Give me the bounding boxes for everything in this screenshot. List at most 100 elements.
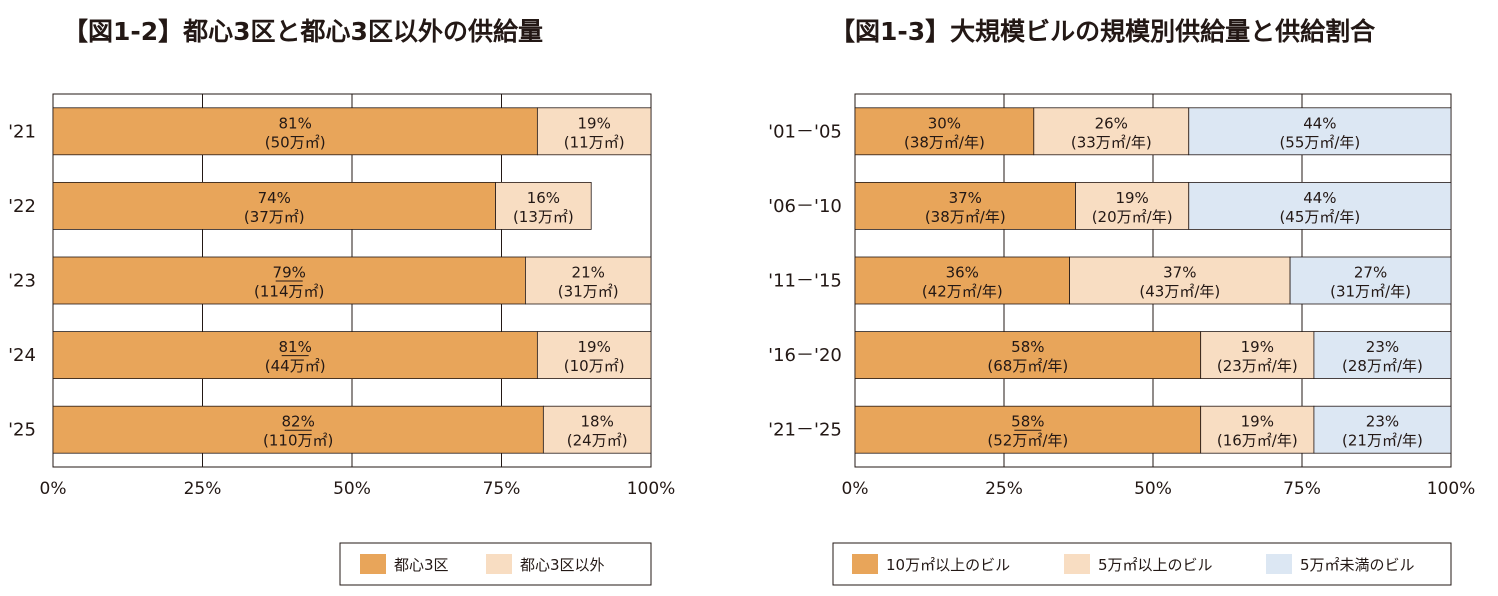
data-sublabel: (37万㎡) [244, 208, 305, 226]
data-label: 79% [273, 264, 306, 282]
data-sublabel: (55万㎡/年) [1279, 133, 1360, 151]
chart-1-plot: '21 81%(50万㎡)19%(11万㎡)'22 74%(37万㎡)16%(13万… [8, 93, 676, 586]
bar-segment [542, 405, 652, 454]
bar-segment [854, 107, 1035, 156]
data-sublabel: (50万㎡) [265, 133, 326, 151]
category-label: '06－'10 [768, 196, 842, 217]
bar-segment [536, 331, 652, 380]
x-tick-label: 100% [1427, 479, 1476, 499]
bar-segment [1188, 107, 1452, 156]
x-tick-label: 0% [842, 479, 869, 499]
data-label: 18% [581, 413, 614, 431]
data-sublabel: (43万㎡/年) [1139, 283, 1220, 301]
chart-1-title: 【図1-2】都心3区と都心3区以外の供給量 [63, 17, 543, 46]
data-sublabel: (68万㎡/年) [987, 357, 1068, 375]
data-label: 23% [1366, 413, 1399, 431]
legend-label: 都心3区以外 [520, 556, 605, 574]
legend-frame [832, 542, 1452, 586]
data-label: 37% [1163, 264, 1196, 282]
bar-segment [854, 181, 1076, 230]
bar-segment [1200, 331, 1315, 380]
data-label: 82% [282, 413, 315, 431]
data-label: 37% [949, 189, 982, 207]
bar-segment [1069, 256, 1291, 305]
data-sublabel: (42万㎡/年) [922, 283, 1003, 301]
data-sublabel: (45万㎡/年) [1279, 208, 1360, 226]
x-tick-label: 50% [333, 479, 371, 499]
x-tick-label: 100% [627, 479, 676, 499]
data-label: 19% [1115, 189, 1148, 207]
data-label: 19% [578, 114, 611, 132]
data-sublabel: (38万㎡/年) [904, 133, 985, 151]
bar-segment [1075, 181, 1190, 230]
data-sublabel: (52万㎡/年) [987, 432, 1068, 450]
legend-swatch [486, 554, 512, 574]
data-label: 23% [1366, 338, 1399, 356]
legend-swatch [1266, 554, 1292, 574]
data-label: 16% [527, 189, 560, 207]
category-label: '22 [8, 196, 36, 217]
data-sublabel: (31万㎡) [558, 283, 619, 301]
chart-2-title: 【図1-3】大規模ビルの規模別供給量と供給割合 [830, 17, 1376, 46]
legend-label: 10万㎡以上のビル [886, 556, 1010, 574]
data-sublabel: (38万㎡/年) [925, 208, 1006, 226]
data-label: 81% [279, 114, 312, 132]
data-sublabel: (23万㎡/年) [1217, 357, 1298, 375]
data-label: 21% [572, 264, 605, 282]
data-label: 36% [946, 264, 979, 282]
data-sublabel: (110万㎡) [263, 432, 333, 450]
bar-segment [52, 107, 538, 156]
legend-label: 5万㎡以上のビル [1098, 556, 1213, 574]
bar-segment [1313, 405, 1452, 454]
category-label: '11－'15 [768, 271, 842, 292]
bar-segment [854, 331, 1202, 380]
bar-segment [1289, 256, 1452, 305]
legend-label: 都心3区 [394, 556, 449, 574]
data-label: 44% [1303, 189, 1336, 207]
bar-segment [1313, 331, 1452, 380]
category-label: '25 [8, 420, 36, 441]
data-sublabel: (114万㎡) [254, 283, 324, 301]
data-sublabel: (10万㎡) [564, 357, 625, 375]
bar-segment [495, 181, 592, 230]
category-label: '24 [8, 345, 36, 366]
bar-segment [1188, 181, 1452, 230]
data-sublabel: (11万㎡) [564, 133, 625, 151]
bar-segment [1033, 107, 1190, 156]
legend-label: 5万㎡未満のビル [1300, 556, 1415, 574]
data-sublabel: (28万㎡/年) [1342, 357, 1423, 375]
bar-segment [854, 256, 1070, 305]
data-label: 81% [279, 338, 312, 356]
bar-segment [536, 107, 652, 156]
x-tick-label: 75% [1283, 479, 1321, 499]
bar-segment [525, 256, 652, 305]
category-label: '23 [8, 271, 36, 292]
data-label: 19% [578, 338, 611, 356]
data-sublabel: (33万㎡/年) [1071, 133, 1152, 151]
bar-segment [52, 181, 496, 230]
data-label: 58% [1011, 413, 1044, 431]
data-sublabel: (20万㎡/年) [1092, 208, 1173, 226]
data-label: 44% [1303, 114, 1336, 132]
x-tick-label: 0% [40, 479, 67, 499]
data-label: 58% [1011, 338, 1044, 356]
data-sublabel: (13万㎡) [513, 208, 574, 226]
x-tick-label: 75% [483, 479, 521, 499]
data-label: 19% [1241, 338, 1274, 356]
x-tick-label: 25% [985, 479, 1023, 499]
data-sublabel: (24万㎡) [567, 432, 628, 450]
data-label: 30% [928, 114, 961, 132]
data-label: 74% [258, 189, 291, 207]
category-label: '16－'20 [768, 345, 842, 366]
data-sublabel: (21万㎡/年) [1342, 432, 1423, 450]
data-sublabel: (16万㎡/年) [1217, 432, 1298, 450]
category-label: '21 [8, 121, 36, 142]
x-tick-label: 25% [184, 479, 222, 499]
legend-swatch [852, 554, 878, 574]
bar-segment [1200, 405, 1315, 454]
legend-swatch [1064, 554, 1090, 574]
category-label: '21－'25 [768, 420, 842, 441]
data-sublabel: (44万㎡) [265, 357, 326, 375]
x-tick-label: 50% [1134, 479, 1172, 499]
